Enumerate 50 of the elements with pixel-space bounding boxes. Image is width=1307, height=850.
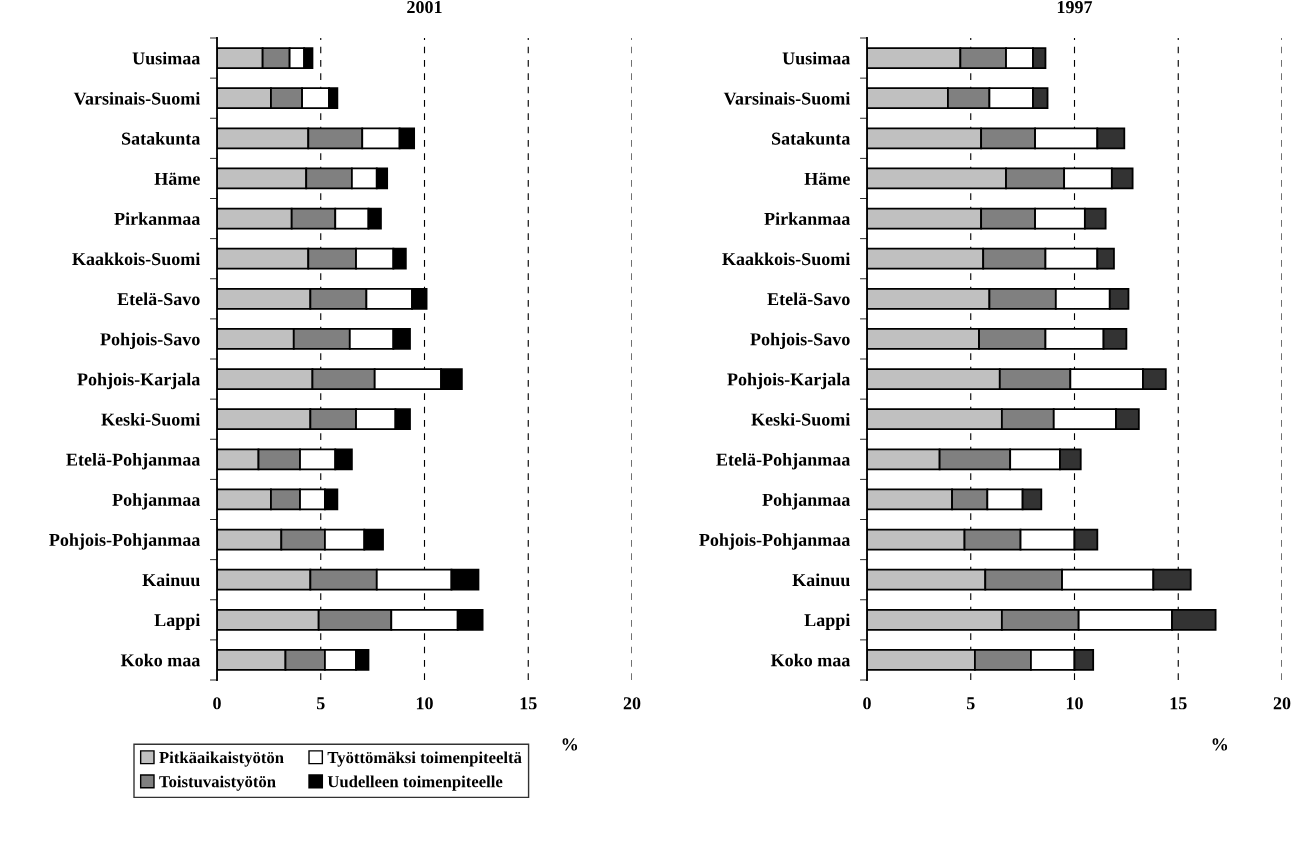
y-tick-label: Pohjois-Pohjanmaa <box>49 533 201 550</box>
y-tick-label: Varsinais-Suomi <box>723 91 851 105</box>
chart-title: 1997 <box>1057 1 1093 14</box>
x-tick-label: 15 <box>1170 697 1187 710</box>
y-tick-label: Pirkanmaa <box>764 212 851 225</box>
y-tick-label: Pohjois-Savo <box>750 332 850 350</box>
y-tick-label: Lappi <box>804 613 851 630</box>
x-tick-label: 5 <box>966 697 975 710</box>
y-tick-label: Kaakkois-Suomi <box>722 252 851 266</box>
y-tick-label: Keski-Suomi <box>101 412 201 426</box>
y-tick-label: Pohjois-Karjala <box>727 372 851 390</box>
y-tick-label: Pohjois-Karjala <box>77 372 201 390</box>
chart-title: 2001 <box>407 0 442 14</box>
x-tick-label: 10 <box>416 697 433 710</box>
x-tick-label: 20 <box>1273 697 1291 710</box>
x-tick-label: 0 <box>863 697 871 710</box>
x-axis-title: % <box>562 738 578 751</box>
y-tick-label: Etelä-Pohjanmaa <box>716 453 851 470</box>
y-tick-label: Pohjois-Pohjanmaa <box>699 533 851 550</box>
y-tick-label: Varsinais-Suomi <box>73 91 201 105</box>
x-axis-title: % <box>1212 738 1228 751</box>
y-tick-label: Pirkanmaa <box>114 212 201 225</box>
y-tick-label: Keski-Suomi <box>751 412 851 426</box>
y-tick-label: Häme <box>804 172 850 185</box>
y-tick-label: Pohjanmaa <box>762 493 851 510</box>
y-tick-label: Etelä-Savo <box>117 292 200 306</box>
y-tick-label: Koko maa <box>120 653 201 667</box>
y-tick-label: Pohjois-Savo <box>100 332 200 350</box>
y-tick-label: Satakunta <box>122 132 201 145</box>
y-tick-label: Satakunta <box>772 132 851 145</box>
y-tick-label: Etelä-Savo <box>767 292 850 306</box>
y-tick-label: Koko maa <box>770 653 851 667</box>
x-tick-label: 0 <box>213 697 221 710</box>
legend-label: Toistuvaistyötön <box>159 775 276 791</box>
y-tick-label: Etelä-Pohjanmaa <box>66 453 201 470</box>
y-tick-label: Uusimaa <box>132 51 201 65</box>
x-tick-label: 15 <box>520 697 537 710</box>
y-tick-label: Häme <box>154 172 200 185</box>
y-tick-label: Pohjanmaa <box>112 493 201 510</box>
legend-label: Työttömäksi toimenpiteeltä <box>327 751 522 767</box>
y-tick-label: Kainuu <box>142 573 200 587</box>
x-tick-label: 10 <box>1066 697 1083 710</box>
y-tick-label: Kainuu <box>792 573 850 587</box>
x-tick-label: 5 <box>316 697 325 710</box>
y-tick-label: Uusimaa <box>782 51 851 65</box>
legend-label: Uudelleen toimenpiteelle <box>327 775 503 791</box>
legend-label: Pitkäaikaistyötön <box>159 751 284 767</box>
y-tick-label: Kaakkois-Suomi <box>72 252 201 266</box>
x-tick-label: 20 <box>623 697 641 710</box>
y-tick-label: Lappi <box>154 613 201 630</box>
